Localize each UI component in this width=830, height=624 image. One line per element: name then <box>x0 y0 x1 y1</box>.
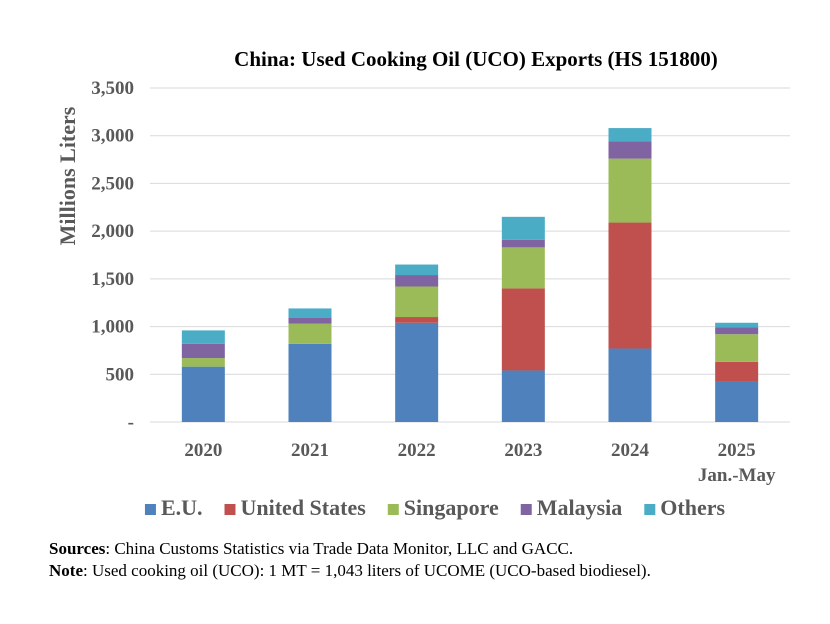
legend-item: Singapore <box>387 495 499 520</box>
bar-segment-united-states-2025 <box>715 361 759 382</box>
bar-segment-e-u--2023 <box>501 370 545 422</box>
gridlines <box>150 87 790 423</box>
legend-item: United States <box>224 495 367 520</box>
x-tick-label: 2022 <box>398 440 436 461</box>
bar-segment-e-u--2025 <box>715 381 759 422</box>
y-tick-label: 500 <box>106 364 135 385</box>
bar-segment-others-2024 <box>608 128 652 142</box>
y-tick-label: 3,500 <box>91 78 134 99</box>
bar-segment-singapore-2023 <box>501 247 545 289</box>
legend-swatch <box>644 504 656 515</box>
y-tick-label: 1,000 <box>91 317 134 338</box>
legend-swatch <box>520 504 532 515</box>
bar-segment-e-u--2022 <box>395 322 439 422</box>
chart-footnotes: Sources: China Customs Statistics via Tr… <box>49 538 819 582</box>
bars <box>181 128 759 422</box>
legend-label: Malaysia <box>537 495 623 520</box>
legend-label: Singapore <box>404 495 499 520</box>
legend-label: E.U. <box>161 495 203 520</box>
bar-segment-united-states-2023 <box>501 288 545 371</box>
bar-segment-singapore-2022 <box>395 286 439 318</box>
bar-segment-others-2020 <box>181 330 225 344</box>
bar-segment-singapore-2024 <box>608 158 652 223</box>
chart-title: China: Used Cooking Oil (UCO) Exports (H… <box>234 47 718 71</box>
y-tick-label: - <box>128 412 134 433</box>
x-tick-label: 2020 <box>184 440 222 461</box>
x-tick-label: 2021 <box>291 440 329 461</box>
bar-segment-others-2025 <box>715 322 759 328</box>
legend-label: United States <box>241 495 367 520</box>
sources-line: Sources: China Customs Statistics via Tr… <box>49 538 819 560</box>
bar-segment-e-u--2021 <box>288 343 332 422</box>
x-tick-label: 2023 <box>504 440 542 461</box>
bar-segment-singapore-2021 <box>288 323 332 344</box>
bar-segment-others-2021 <box>288 308 332 318</box>
bar-segment-others-2023 <box>501 216 545 240</box>
bar-segment-others-2022 <box>395 264 439 276</box>
bar-segment-singapore-2025 <box>715 334 759 362</box>
x-tick-label: 2024 <box>611 440 650 461</box>
bar-segment-malaysia-2025 <box>715 327 759 335</box>
legend-item: Malaysia <box>520 495 623 520</box>
note-line: Note: Used cooking oil (UCO): 1 MT = 1,0… <box>49 560 819 582</box>
y-axis-ticks: - 500 1,000 1,500 2,000 2,500 3,000 3,500 <box>91 78 134 433</box>
bar-segment-malaysia-2020 <box>181 343 225 359</box>
bar-segment-malaysia-2021 <box>288 317 332 324</box>
bar-segment-malaysia-2024 <box>608 141 652 159</box>
bar-segment-malaysia-2023 <box>501 239 545 248</box>
bar-segment-united-states-2022 <box>395 317 439 323</box>
bar-segment-e-u--2020 <box>181 366 225 422</box>
x-tick-label: 2025 <box>718 440 756 461</box>
legend-item: Others <box>644 495 726 520</box>
bar-segment-malaysia-2022 <box>395 275 439 287</box>
legend-item: E.U. <box>144 495 203 520</box>
legend-swatch <box>144 504 156 515</box>
bar-segment-e-u--2024 <box>608 348 652 422</box>
y-tick-label: 2,000 <box>91 221 134 242</box>
sources-label: Sources <box>49 539 106 558</box>
note-text: : Used cooking oil (UCO): 1 MT = 1,043 l… <box>82 561 651 580</box>
legend-swatch <box>387 504 399 515</box>
y-axis-label: Millions Liters <box>55 106 80 245</box>
x-tick-sublabel: Jan.-May <box>698 465 776 486</box>
legend: E.U. United States Singapore Malaysia Others <box>144 495 726 520</box>
bar-segment-united-states-2024 <box>608 222 652 349</box>
bar-segment-singapore-2020 <box>181 358 225 367</box>
stacked-bar-chart: China: Used Cooking Oil (UCO) Exports (H… <box>55 47 790 520</box>
sources-text: : China Customs Statistics via Trade Dat… <box>105 539 574 558</box>
legend-swatch <box>224 504 236 515</box>
y-tick-label: 1,500 <box>91 269 134 290</box>
y-tick-label: 2,500 <box>91 173 134 194</box>
x-axis-ticks: 2020 2021 2022 2023 2024 2025 Jan.-May <box>184 440 776 486</box>
legend-label: Others <box>660 495 725 520</box>
note-label: Note <box>49 561 83 580</box>
y-tick-label: 3,000 <box>91 126 134 147</box>
